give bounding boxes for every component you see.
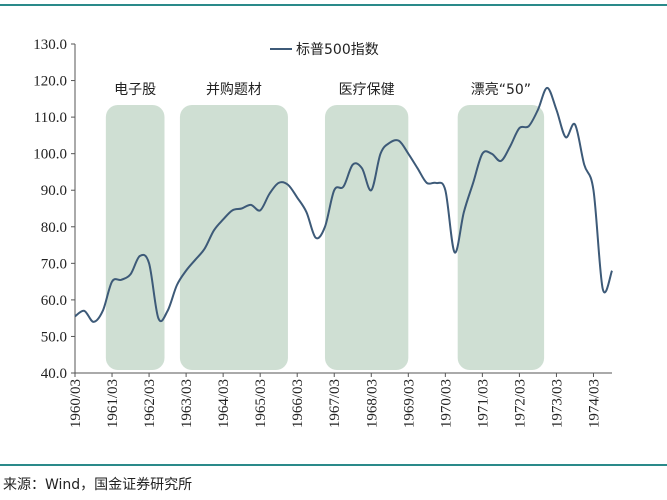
y-tick-label: 70.0	[41, 256, 67, 272]
y-tick-label: 40.0	[41, 366, 67, 382]
y-tick-label: 110.0	[34, 110, 67, 126]
x-tick-label: 1966/03	[290, 379, 306, 428]
period-label: 并购题材	[206, 82, 262, 98]
y-tick-label: 120.0	[33, 74, 67, 90]
source-note: 来源：Wind，国金证券研究所	[3, 477, 192, 493]
y-tick-label: 60.0	[41, 293, 67, 309]
x-tick-label: 1963/03	[179, 379, 195, 428]
x-tick-label: 1971/03	[475, 379, 491, 428]
period-band	[179, 105, 288, 370]
x-tick-label: 1972/03	[512, 379, 528, 428]
period-label: 电子股	[114, 82, 156, 98]
x-tick-label: 1969/03	[401, 379, 417, 428]
x-tick-label: 1960/03	[68, 379, 84, 428]
x-tick-label: 1970/03	[438, 379, 454, 428]
x-tick-label: 1964/03	[216, 379, 232, 428]
x-tick-label: 1973/03	[549, 379, 565, 428]
x-tick-label: 1965/03	[253, 379, 269, 428]
y-tick-label: 100.0	[33, 147, 67, 163]
period-label: 医疗保健	[339, 82, 395, 98]
y-tick-label: 50.0	[41, 329, 67, 345]
x-tick-label: 1974/03	[586, 379, 602, 428]
period-band	[105, 105, 165, 370]
y-tick-label: 90.0	[41, 183, 67, 199]
y-tick-label: 130.0	[33, 37, 67, 53]
series-line	[74, 86, 613, 323]
x-tick-label: 1961/03	[105, 379, 121, 428]
period-band	[324, 105, 409, 370]
period-band	[457, 105, 545, 370]
x-tick-label: 1968/03	[364, 379, 380, 428]
y-tick-label: 80.0	[41, 220, 67, 236]
legend-label: 标普500指数	[296, 42, 379, 58]
period-label: 漂亮“50”	[471, 81, 531, 98]
x-tick-label: 1962/03	[142, 379, 158, 428]
x-tick-label: 1967/03	[327, 379, 343, 428]
